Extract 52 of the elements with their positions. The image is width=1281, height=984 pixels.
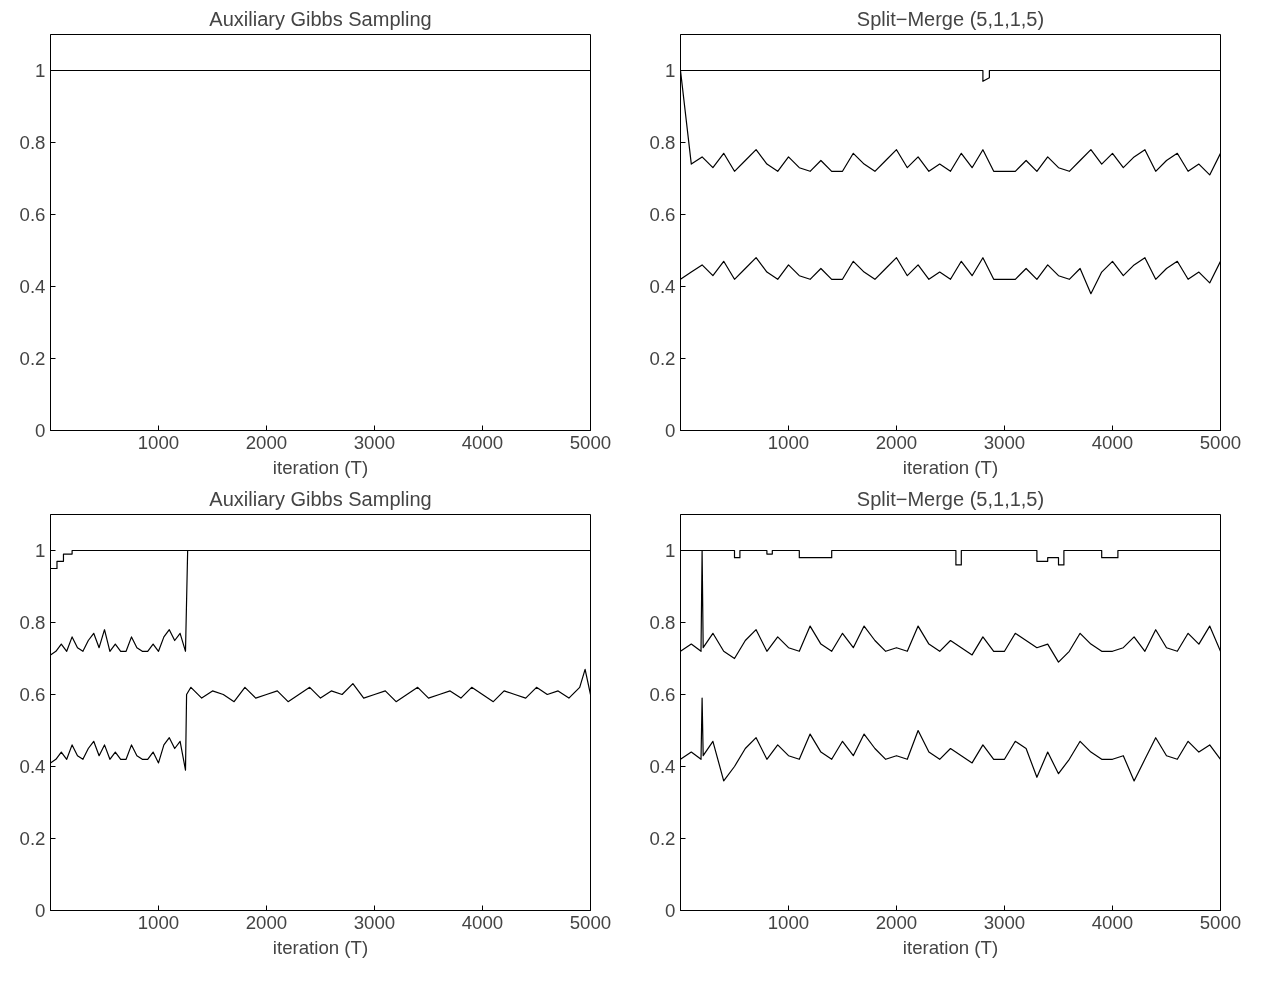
x-tick-label: 5000 [1199, 911, 1242, 933]
y-tick-label: 0 [665, 900, 676, 921]
y-tick-label: 0.8 [19, 132, 46, 153]
x-tick-label: 2000 [875, 431, 918, 453]
y-tick-label: 0.6 [649, 684, 676, 705]
y-tick-label: 0.2 [649, 348, 676, 369]
y-tick-label: 0 [35, 420, 46, 441]
x-tick-label: 2000 [245, 911, 288, 933]
chart-title: Split−Merge (5,1,1,5) [856, 7, 1045, 30]
chart-title: Auxiliary Gibbs Sampling [209, 487, 432, 510]
x-axis-title: iteration (T) [272, 936, 369, 958]
x-axis-title: iteration (T) [902, 936, 999, 958]
chart-title: Split−Merge (5,1,1,5) [856, 487, 1045, 510]
y-tick-label: 0.8 [649, 132, 676, 153]
y-tick-label: 1 [35, 60, 46, 81]
y-tick-label: 0.6 [19, 684, 46, 705]
x-tick-label: 5000 [1199, 431, 1242, 453]
x-tick-label: 5000 [569, 431, 612, 453]
x-tick-label: 2000 [875, 911, 918, 933]
y-tick-label: 0.2 [19, 828, 46, 849]
x-tick-label: 3000 [983, 431, 1026, 453]
x-tick-label: 1000 [767, 431, 810, 453]
x-tick-label: 5000 [569, 911, 612, 933]
x-tick-label: 3000 [353, 911, 396, 933]
y-tick-label: 0.8 [19, 612, 46, 633]
y-tick-label: 0.6 [19, 204, 46, 225]
y-tick-label: 0.2 [649, 828, 676, 849]
x-tick-label: 2000 [245, 431, 288, 453]
x-tick-label: 1000 [137, 911, 180, 933]
y-tick-label: 0 [35, 900, 46, 921]
y-tick-label: 0.4 [649, 276, 676, 297]
y-tick-label: 1 [665, 60, 676, 81]
x-tick-label: 3000 [353, 431, 396, 453]
x-tick-label: 1000 [137, 431, 180, 453]
y-tick-label: 0.6 [649, 204, 676, 225]
y-tick-label: 1 [35, 540, 46, 561]
y-tick-label: 0.4 [649, 756, 676, 777]
y-tick-label: 0 [665, 420, 676, 441]
y-tick-label: 0.4 [19, 276, 46, 297]
x-tick-label: 4000 [1091, 431, 1134, 453]
x-tick-label: 4000 [1091, 911, 1134, 933]
x-tick-label: 4000 [461, 911, 504, 933]
x-tick-label: 4000 [461, 431, 504, 453]
x-tick-label: 3000 [983, 911, 1026, 933]
x-axis-title: iteration (T) [272, 456, 369, 478]
x-axis-title: iteration (T) [902, 456, 999, 478]
y-tick-label: 0.8 [649, 612, 676, 633]
y-tick-label: 0.2 [19, 348, 46, 369]
chart-title: Auxiliary Gibbs Sampling [209, 7, 432, 30]
x-tick-label: 1000 [767, 911, 810, 933]
y-tick-label: 1 [665, 540, 676, 561]
y-tick-label: 0.4 [19, 756, 46, 777]
